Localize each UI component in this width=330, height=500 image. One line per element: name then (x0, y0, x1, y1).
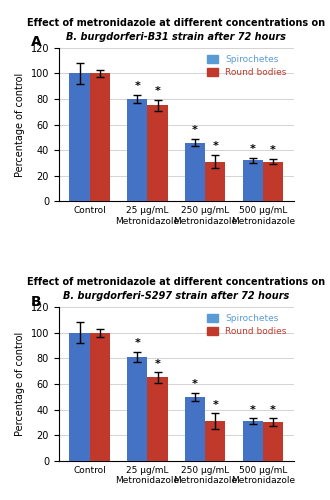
Text: B. burgdorferi-S297 strain after 72 hours: B. burgdorferi-S297 strain after 72 hour… (63, 291, 289, 301)
Text: *: * (212, 142, 218, 152)
Bar (90, 74, 110, 202)
Bar (185, 396, 205, 460)
Text: *: * (270, 146, 276, 156)
Text: *: * (134, 82, 140, 92)
Bar (127, 357, 148, 461)
Text: *: * (154, 86, 160, 97)
Text: *: * (134, 338, 140, 348)
Bar (90, 332, 110, 460)
Text: A: A (31, 36, 41, 50)
Text: *: * (192, 125, 198, 135)
Text: *: * (212, 400, 218, 409)
Bar (69, 74, 90, 202)
Bar (263, 162, 283, 202)
Bar (148, 378, 168, 460)
Text: Effect of metronidazole at different concentrations on: Effect of metronidazole at different con… (27, 18, 325, 28)
Text: *: * (192, 379, 198, 389)
Bar (185, 142, 205, 202)
Bar (148, 106, 168, 202)
Legend: Spirochetes, Round bodies: Spirochetes, Round bodies (205, 312, 289, 339)
Y-axis label: Percentage of control: Percentage of control (15, 332, 25, 436)
Legend: Spirochetes, Round bodies: Spirochetes, Round bodies (205, 52, 289, 80)
Text: B: B (31, 295, 41, 309)
Bar (243, 160, 263, 202)
Text: B. burgdorferi-B31 strain after 72 hours: B. burgdorferi-B31 strain after 72 hours (66, 32, 286, 42)
Text: *: * (250, 404, 256, 414)
Bar (205, 162, 225, 202)
Text: *: * (270, 404, 276, 414)
Text: *: * (250, 144, 256, 154)
Bar (243, 421, 263, 461)
Y-axis label: Percentage of control: Percentage of control (15, 72, 25, 176)
Text: Effect of metronidazole at different concentrations on: Effect of metronidazole at different con… (27, 277, 325, 287)
Bar (205, 421, 225, 461)
Bar (263, 422, 283, 461)
Bar (69, 332, 90, 460)
Text: *: * (154, 358, 160, 368)
Bar (127, 99, 148, 202)
